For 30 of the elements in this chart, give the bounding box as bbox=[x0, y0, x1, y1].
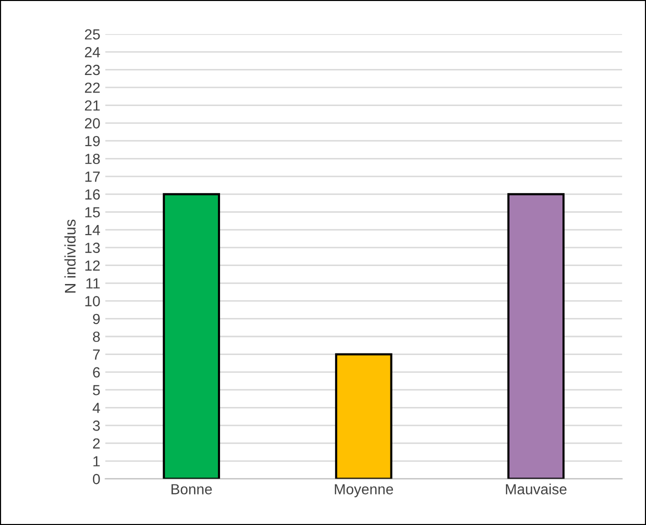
y-tick-label: 17 bbox=[85, 172, 100, 182]
y-tick-label: 19 bbox=[85, 136, 100, 146]
y-tick-label: 20 bbox=[84, 118, 100, 128]
y-tick-label: 12 bbox=[85, 260, 100, 271]
y-tick-label: 24 bbox=[84, 47, 100, 58]
y-tick-label: 6 bbox=[93, 367, 100, 378]
y-tick-label: 23 bbox=[84, 64, 100, 76]
y-tick-label: 9 bbox=[93, 314, 100, 324]
x-tick-label: Moyenne bbox=[334, 484, 394, 498]
y-tick-label: 0 bbox=[92, 474, 100, 484]
y-tick-label: 1 bbox=[93, 456, 100, 466]
y-tick-label: 22 bbox=[84, 82, 100, 93]
y-tick-label: 21 bbox=[84, 100, 100, 111]
y-tick-label: 2 bbox=[93, 438, 100, 449]
y-tick-label: 7 bbox=[93, 350, 100, 360]
y-tick-label: 14 bbox=[85, 225, 100, 236]
y-tick-label: 25 bbox=[84, 29, 100, 40]
y-tick-label: 8 bbox=[92, 332, 100, 342]
y-tick-label: 18 bbox=[85, 154, 100, 164]
y-tick-label: 11 bbox=[86, 278, 100, 288]
y-tick-label: 3 bbox=[92, 420, 100, 431]
y-axis-title: N individus bbox=[64, 220, 76, 293]
y-tick-label: 15 bbox=[85, 207, 100, 218]
y-tick-label: 10 bbox=[85, 296, 100, 306]
y-tick-label: 16 bbox=[85, 189, 100, 200]
y-tick-label: 13 bbox=[85, 242, 100, 253]
y-tick-label: 4 bbox=[92, 402, 100, 413]
x-tick-label: Bonne bbox=[172, 484, 212, 494]
y-tick-label: 5 bbox=[92, 385, 100, 396]
x-tick-label: Mauvaise bbox=[506, 484, 567, 494]
